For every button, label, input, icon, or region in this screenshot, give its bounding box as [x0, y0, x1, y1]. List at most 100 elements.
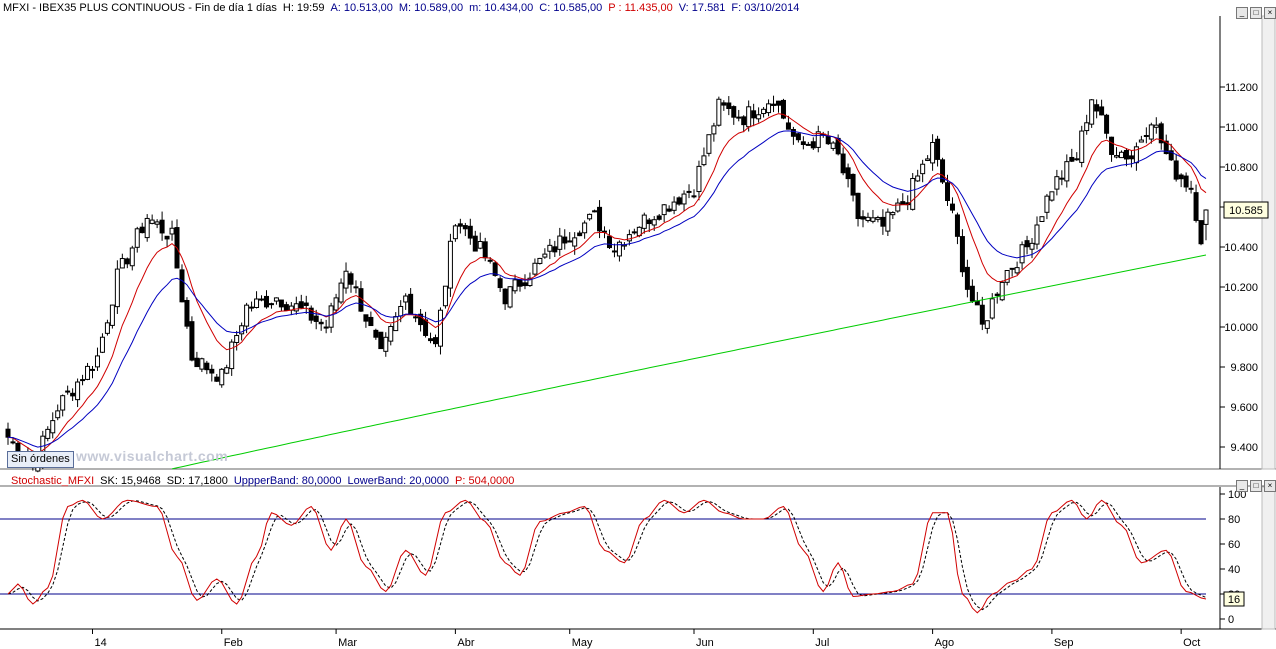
- candle-body: [278, 299, 284, 308]
- candle-body: [497, 278, 503, 289]
- candle-body: [249, 306, 255, 309]
- candle-body: [283, 304, 289, 311]
- candle-body: [676, 197, 682, 205]
- x-tick-label: Mar: [338, 637, 357, 649]
- minimize-icon[interactable]: _: [1236, 7, 1248, 19]
- x-tick-label: May: [572, 637, 593, 649]
- candle-body: [467, 225, 473, 239]
- candle-body: [442, 285, 448, 307]
- candle-body: [537, 257, 543, 264]
- osc-y-tick-label: 0: [1228, 614, 1234, 626]
- candle-body: [656, 215, 662, 220]
- candle-body: [318, 321, 324, 325]
- candle-body: [1118, 151, 1124, 159]
- candle-body: [179, 269, 185, 303]
- candle-body: [940, 159, 946, 183]
- candle-body: [731, 106, 737, 118]
- x-tick-label: Oct: [1183, 637, 1200, 649]
- osc-sd: SD: 17,1800: [166, 475, 228, 487]
- header-close: C: 10.585,00: [539, 2, 603, 14]
- candle-body: [1168, 150, 1174, 161]
- y-tick-label: 11.000: [1225, 122, 1258, 134]
- ma-mid-line: [7, 130, 1207, 448]
- scrollbar-right-osc[interactable]: [1261, 486, 1276, 630]
- candle-body: [999, 281, 1005, 301]
- osc-window-buttons: _ □ ×: [1234, 475, 1276, 492]
- candle-body: [736, 116, 742, 119]
- y-tick-label: 9.400: [1230, 442, 1258, 454]
- candle-body: [994, 293, 1000, 296]
- candle-body: [716, 98, 722, 126]
- ma-slow-line: [171, 254, 1207, 470]
- candle-body: [930, 141, 936, 164]
- candle-body: [582, 222, 588, 234]
- candle-body: [815, 131, 821, 148]
- candle-body: [139, 226, 145, 234]
- candle-body: [70, 392, 76, 397]
- x-tick-label: Ago: [935, 637, 955, 649]
- candle-body: [945, 182, 951, 202]
- main-window-buttons: _ □ ×: [1234, 2, 1276, 19]
- header-high: M: 10.589,00: [398, 2, 464, 14]
- osc-value-label: 16: [1228, 594, 1240, 606]
- candle-body: [423, 319, 429, 336]
- candle-body: [1163, 140, 1169, 155]
- candle-body: [1153, 124, 1159, 128]
- osc-value-box: [1223, 591, 1245, 607]
- candle-body: [368, 316, 374, 327]
- candle-body: [626, 234, 632, 242]
- candle-body: [706, 134, 712, 154]
- candle-body: [194, 357, 200, 368]
- header-date: F: 03/10/2014: [731, 2, 800, 14]
- candle-body: [5, 428, 11, 438]
- candle-body: [408, 293, 414, 315]
- candle-body: [646, 219, 652, 225]
- osc-lower-band: LowerBand: 20,0000: [347, 475, 450, 487]
- candle-body: [527, 277, 533, 287]
- candle-body: [597, 206, 603, 232]
- scrollbar-right[interactable]: [1261, 15, 1276, 470]
- candle-body: [860, 216, 866, 220]
- header-low: m: 10.434,00: [469, 2, 534, 14]
- candle-body: [254, 298, 260, 308]
- candle-body: [452, 225, 458, 240]
- osc-p: P: 504,0000: [455, 475, 515, 487]
- candle-body: [1193, 192, 1199, 221]
- orders-button[interactable]: Sin órdenes: [7, 451, 74, 468]
- candle-body: [45, 428, 51, 439]
- close-icon[interactable]: ×: [1264, 7, 1276, 19]
- candle-body: [378, 331, 384, 350]
- close-icon[interactable]: ×: [1264, 480, 1276, 492]
- candle-body: [611, 250, 617, 253]
- maximize-icon[interactable]: □: [1250, 7, 1262, 19]
- candle-body: [542, 253, 548, 258]
- candle-body: [487, 259, 493, 262]
- candle-body: [567, 240, 573, 243]
- osc-y-tick-label: 60: [1228, 539, 1240, 551]
- x-tick-label: Abr: [457, 637, 474, 649]
- candle-body: [1123, 149, 1129, 160]
- candle-body: [1059, 177, 1065, 180]
- x-tick-label: Jun: [696, 637, 714, 649]
- candle-body: [825, 136, 831, 145]
- watermark-text: www.visualchart.com: [76, 448, 229, 464]
- candle-body: [65, 390, 71, 393]
- candle-body: [691, 195, 697, 198]
- candle-body: [512, 279, 518, 292]
- candle-body: [920, 163, 926, 175]
- x-tick-label: Sep: [1054, 637, 1074, 649]
- minimize-icon[interactable]: _: [1236, 480, 1248, 492]
- candle-body: [10, 441, 16, 444]
- candle-body: [214, 376, 220, 382]
- candle-body: [592, 210, 598, 213]
- candle-body: [169, 227, 175, 235]
- candle-body: [552, 246, 558, 253]
- candle-body: [298, 301, 304, 309]
- candle-body: [502, 288, 508, 305]
- osc-y-tick-label: 100: [1228, 489, 1246, 501]
- candle-body: [303, 302, 309, 306]
- osc-upper-band: UppperBand: 80,0000: [233, 475, 342, 487]
- candle-body: [572, 237, 578, 247]
- candle-body: [199, 358, 205, 370]
- maximize-icon[interactable]: □: [1250, 480, 1262, 492]
